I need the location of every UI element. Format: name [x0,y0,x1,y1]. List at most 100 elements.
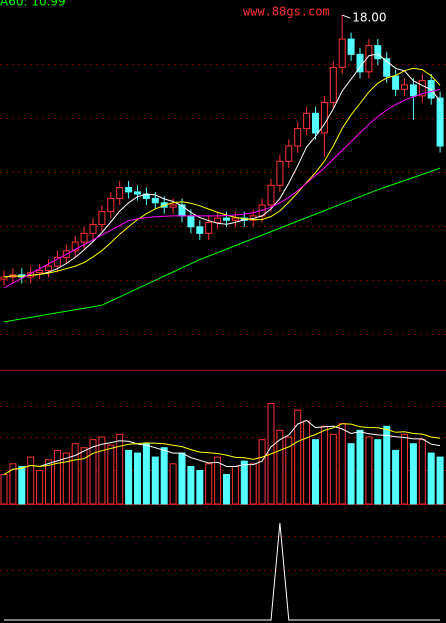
volume-bar [374,439,382,505]
volume-bar [116,433,124,505]
volume-bar [401,433,408,505]
volume-bar [125,449,133,505]
volume-average [3,419,441,475]
volume-bar [134,452,141,505]
volume-bar [231,465,239,505]
moving-average [3,167,441,323]
candle-body [151,197,159,204]
volume-bar [214,456,222,505]
volume-bar [107,444,115,505]
volume-bar [27,456,35,505]
volume-bar [178,452,186,505]
candle-body [196,226,204,234]
volume-bar [53,449,61,505]
peak-leader [342,14,351,19]
candle-body [374,45,382,60]
volume-bar [383,425,391,505]
candle-body [169,204,177,208]
volume-bar [392,449,400,505]
candle-body [276,160,284,186]
candle-body [89,224,97,234]
volume-bar [294,409,302,505]
candle-body [320,101,328,134]
candle-body [303,112,311,130]
candle-body [418,80,426,97]
volume-bar [409,443,417,505]
volume-bar [160,447,168,505]
volume-bar [276,429,284,505]
candle-body [409,84,417,97]
candle-body [98,211,106,226]
candle-body [214,217,222,223]
candle-body [80,232,88,243]
volume-bar [249,463,257,505]
volume-bar [436,456,444,505]
volume-bar [98,436,106,505]
volume-bar [240,460,248,505]
moving-average [3,53,441,278]
volume-bar [9,463,17,505]
volume-bar [223,474,230,505]
candle-body [401,84,408,90]
candle-body [36,269,44,274]
volume-bar [18,465,26,505]
candle-body [53,256,61,267]
volume-average [3,423,441,475]
volume-bar [303,420,311,505]
candle-body [267,184,275,206]
candle-body [383,58,391,77]
volume-bar [196,470,204,505]
volume-bar [365,436,373,505]
peak-label: 18.00 [352,11,386,25]
volume-bar [285,436,293,505]
volume-bar [427,452,435,505]
candle-body [285,145,293,162]
volume-bar [169,463,177,505]
candle-body [392,75,400,90]
candle-body [187,215,195,228]
candle-body [347,38,355,55]
volume-bar [0,474,8,505]
candle-body [178,204,186,217]
volume-bar [418,439,426,505]
candle-body [205,221,213,234]
ma-label: A60: 10.99 [0,0,66,9]
volume-bar [71,443,79,505]
volume-bar [356,429,364,505]
candle-body [294,128,302,147]
candle-body [0,276,8,280]
candle-body [231,217,239,221]
candle-body [45,265,52,271]
watermark: www.88gs.com [243,5,330,19]
volume-bar [338,423,346,505]
volume-bar [258,439,266,505]
volume-bar [62,452,70,505]
volume-bar [89,439,97,505]
volume-bar [205,463,213,505]
moving-average [3,88,441,289]
indicator-line [4,522,441,621]
volume-bar [329,433,337,505]
candle-body [71,241,79,252]
volume-bar [347,443,355,505]
candle-body [436,97,444,147]
candle-body [125,187,133,193]
candle-body [312,112,319,134]
moving-average [3,67,441,278]
candle-body [134,191,141,195]
volume-bar [80,447,88,505]
volume-bar [187,465,195,505]
candle-body [338,38,346,68]
volume-bar [320,425,328,505]
grid [0,64,446,571]
volume-bar [142,443,150,505]
volume-bar [36,470,44,505]
candle-body [116,187,124,199]
volume-bar [151,456,159,505]
candle-body [223,217,230,221]
volume-bar [45,459,52,505]
candle-body [107,197,115,213]
volume-bar [312,439,319,505]
